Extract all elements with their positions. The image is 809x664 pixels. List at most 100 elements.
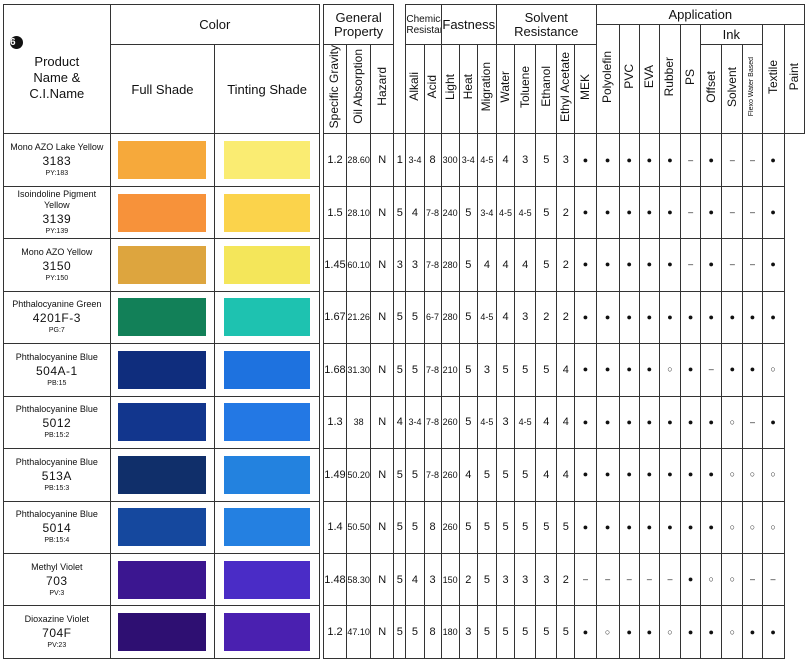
- toluene-value: 3: [495, 395, 516, 450]
- product-cell: Isoindoline Pigment Yellow 3139 PY:139: [3, 185, 111, 240]
- application-mark: ●: [574, 133, 597, 187]
- flexo-water-based-header: Flexo Water Based: [748, 57, 756, 117]
- acid-value: 3-4: [405, 133, 425, 187]
- application-mark: ○: [700, 552, 723, 607]
- light-value: 7-8: [423, 395, 442, 450]
- application-mark: –: [742, 185, 763, 240]
- oil-absorption-value: 58.30: [346, 552, 372, 607]
- application-mark: –: [761, 552, 785, 607]
- light-value: 7-8: [423, 448, 442, 502]
- mek-value: 2: [556, 552, 576, 607]
- application-mark: ●: [700, 290, 723, 345]
- tinting-shade-cell: [214, 185, 320, 240]
- ci-name: PG:7: [48, 327, 65, 335]
- product-name: Phthalocyanine Green: [12, 299, 102, 310]
- light-value: 7-8: [423, 343, 442, 397]
- application-mark: ●: [658, 133, 682, 187]
- product-name: Phthalocyanine Blue: [15, 456, 98, 467]
- application-mark: ●: [680, 500, 702, 554]
- water-value: 3: [476, 343, 497, 397]
- acid-value: 3-4: [405, 395, 425, 450]
- alkali-value: 5: [393, 343, 407, 397]
- application-mark: ●: [595, 238, 620, 292]
- application-mark: ●: [574, 605, 597, 659]
- application-mark: ●: [680, 290, 702, 345]
- paint-header: Paint: [786, 63, 801, 91]
- application-mark: ●: [638, 395, 660, 450]
- application-mark: ●: [638, 500, 660, 554]
- application-mark: ●: [658, 395, 682, 450]
- table-row: Phthalocyanine Green 4201F-3 PG:7 1.67 21.26…: [3, 290, 805, 345]
- hazard-value: N: [370, 552, 395, 607]
- heat-value: 150: [440, 552, 460, 607]
- tinting-shade-cell: [214, 343, 320, 397]
- alkali-value: 5: [393, 500, 407, 554]
- toluene-value: 5: [495, 605, 516, 659]
- specific-gravity-header: Specific Gravity: [327, 45, 342, 129]
- section-badge: 6: [10, 36, 23, 50]
- specific-gravity-value: 1.5: [322, 185, 348, 240]
- hazard-value: N: [370, 395, 395, 450]
- ci-name: PY:139: [45, 228, 69, 236]
- heat-header: Heat: [460, 74, 475, 100]
- full-shade-cell: [109, 448, 216, 502]
- application-mark: ●: [700, 185, 723, 240]
- product-name: Phthalocyanine Blue: [15, 404, 98, 415]
- full-shade-cell: [109, 133, 216, 187]
- application-mark: ●: [680, 552, 702, 607]
- application-mark: ●: [680, 395, 702, 450]
- product-code: 5012: [42, 416, 72, 431]
- table-row: Mono AZO Yellow 3150 PY:150 1.45 60.10 N 3 3 7-8…: [3, 238, 805, 292]
- application-mark: ●: [618, 290, 640, 345]
- application-mark: ●: [618, 185, 640, 240]
- migration-value: 5: [458, 500, 478, 554]
- mek-value: 4: [556, 343, 576, 397]
- application-mark: ○: [721, 605, 744, 659]
- oil-absorption-value: 28.10: [346, 185, 372, 240]
- tinting-shade-swatch: [224, 508, 311, 547]
- application-mark: ○: [595, 605, 620, 659]
- full-shade-swatch: [118, 193, 207, 232]
- product-cell: Phthalocyanine Blue 504A-1 PB:15: [3, 343, 111, 397]
- full-shade-cell: [109, 238, 216, 292]
- specific-gravity-value: 1.4: [322, 500, 348, 554]
- solvent-header: Solvent: [724, 66, 739, 107]
- toluene-value: 5: [495, 448, 516, 502]
- application-mark: –: [721, 185, 744, 240]
- full-shade-cell: [109, 395, 216, 450]
- product-cell: Mono AZO Lake Yellow 3183 PY:183: [3, 133, 111, 187]
- ethanol-value: 3: [514, 133, 537, 187]
- tinting-shade-cell: [214, 238, 320, 292]
- application-mark: ●: [618, 500, 640, 554]
- ethyl-acetate-value: 4: [535, 395, 558, 450]
- ethyl-acetate-value: 5: [535, 500, 558, 554]
- application-mark: ●: [658, 448, 682, 502]
- full-shade-swatch: [118, 350, 207, 389]
- application-mark: ●: [680, 448, 702, 502]
- solvent-resistance-header: Solvent Resistance: [495, 4, 597, 45]
- acid-value: 5: [405, 343, 425, 397]
- mek-value: 4: [556, 448, 576, 502]
- application-mark: ○: [721, 500, 744, 554]
- application-mark: ●: [574, 185, 597, 240]
- mek-header: MEK: [577, 73, 592, 100]
- full-shade-swatch: [118, 141, 207, 180]
- application-mark: ●: [700, 133, 723, 187]
- mek-value: 2: [556, 290, 576, 345]
- oil-absorption-value: 60.10: [346, 238, 372, 292]
- toluene-value: 4-5: [495, 185, 516, 240]
- application-mark: –: [574, 552, 597, 607]
- product-code: 5014: [42, 521, 72, 536]
- migration-value: 5: [458, 343, 478, 397]
- application-mark: –: [721, 133, 744, 187]
- product-code: 704F: [42, 626, 72, 641]
- alkali-value: 3: [393, 238, 407, 292]
- acid-value: 5: [405, 448, 425, 502]
- hazard-value: N: [370, 500, 395, 554]
- ethanol-value: 4: [514, 238, 537, 292]
- ci-name: PB:15:2: [44, 432, 70, 440]
- application-mark: ●: [721, 343, 744, 397]
- application-mark: ○: [761, 500, 785, 554]
- mek-value: 5: [556, 500, 576, 554]
- full-shade-swatch: [118, 245, 207, 284]
